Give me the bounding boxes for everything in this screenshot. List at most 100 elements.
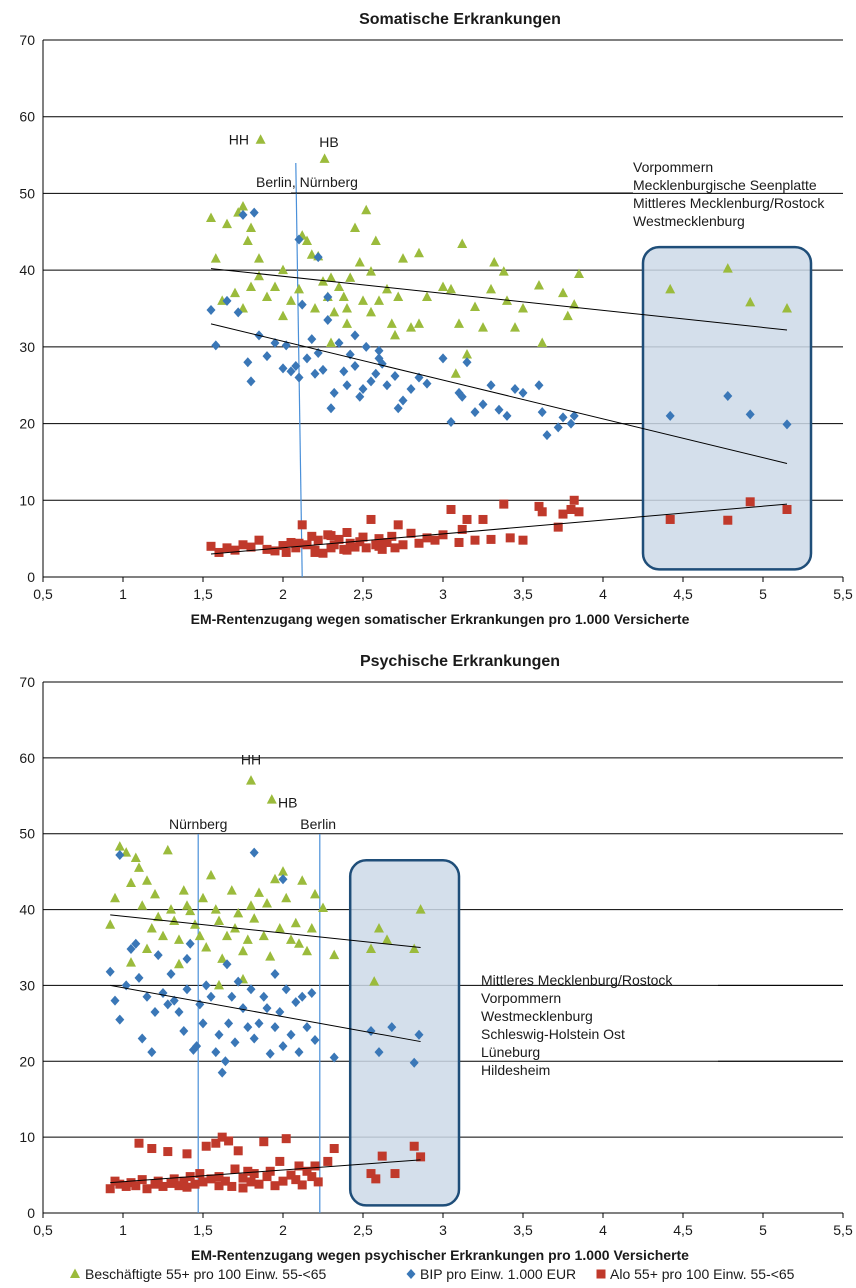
data-point-diamond [297,991,307,1002]
data-point-diamond [329,1052,339,1063]
region-label: Westmecklenburg [633,213,745,229]
data-point-diamond [182,984,192,995]
data-point-diamond [390,371,400,382]
region-label: Mittleres Mecklenburg/Rostock [481,972,673,988]
data-point-square [534,501,544,511]
data-point-square [371,1174,381,1184]
data-point-triangle [562,310,573,321]
y-tick-label: 0 [27,569,35,585]
data-point-diamond [566,418,576,429]
data-point-triangle [342,318,352,328]
data-point-diamond [366,376,376,387]
data-point-triangle [358,295,368,305]
data-point-triangle [382,283,392,294]
data-point-diamond [105,966,115,977]
data-point-diamond [558,412,568,423]
data-point-square [387,531,397,541]
data-point-triangle [274,923,285,933]
data-point-square [358,532,368,542]
x-tick-label: 5 [759,1222,767,1238]
data-point-square [302,1166,312,1176]
region-label: Vorpommern [481,990,561,1006]
data-point-diamond [275,1006,285,1017]
region-label: Hildesheim [481,1062,550,1078]
data-point-diamond [518,387,528,398]
data-point-diamond [158,988,168,999]
chart-somatic: Somatische Erkrankungen HH HB Berlin, Nürn… [19,11,853,627]
data-point-square [222,543,232,553]
data-point-diamond [182,953,192,964]
data-point-diamond [310,368,320,379]
region-label: Schleswig-Holstein Ost [481,1026,625,1042]
data-point-triangle [302,235,312,245]
data-point-diamond [217,1067,227,1078]
data-point-diamond [211,340,221,351]
data-point-square [182,1182,192,1192]
data-point-diamond [486,380,496,391]
data-point-square [374,534,384,544]
data-point-triangle [414,318,424,328]
data-point-square [374,541,384,551]
data-point-square [537,507,547,517]
data-point-diamond [246,376,256,387]
data-point-diamond [278,363,288,374]
point-annotation: HB [319,134,338,150]
data-point-triangle [162,844,173,855]
data-point-diamond [374,1047,384,1058]
data-point-triangle [382,934,392,944]
x-tick-label: 3,5 [513,1222,533,1238]
data-point-diamond [446,417,456,428]
data-point-square [313,535,323,545]
data-point-square [281,1134,291,1144]
data-point-square [190,1179,200,1189]
data-point-square [310,547,320,557]
data-point-square [486,534,496,544]
data-point-triangle [217,953,228,963]
y-tick-label: 20 [19,416,35,432]
data-point-diamond [233,976,243,987]
x-tick-label: 4 [599,586,607,602]
data-point-square [323,1156,333,1166]
data-point-diamond [358,384,368,395]
data-point-triangle [510,322,520,332]
data-point-square [457,524,467,534]
data-point-square [158,1181,168,1191]
x-tick-label: 0,5 [33,1222,53,1238]
y-tick-label: 70 [19,32,35,48]
data-point-square [206,1174,216,1184]
data-point-triangle [166,904,176,914]
data-point-triangle [422,291,432,301]
data-point-triangle [462,349,472,359]
data-point-diamond [265,1048,275,1059]
data-point-square [166,1178,176,1188]
data-point-triangle [414,247,424,258]
data-point-diamond [307,988,317,999]
data-point-diamond [278,1041,288,1052]
data-point-square [153,1176,163,1186]
data-point-triangle [415,904,426,914]
data-point-square [294,1161,304,1171]
data-point-square [302,540,312,550]
data-point-diamond [422,378,432,389]
data-point-diamond [206,991,216,1002]
data-point-triangle [249,913,260,923]
data-point-diamond [534,380,544,391]
data-point-triangle [569,299,580,309]
data-point-square [230,1164,240,1174]
data-point-triangle [345,272,356,282]
data-point-square [366,514,376,524]
x-tick-label: 1,5 [193,1222,213,1238]
x-tick-label: 2,5 [353,586,373,602]
data-point-square [334,534,344,544]
data-point-square [294,538,304,548]
data-point-square [142,1184,152,1194]
data-point-diamond [323,315,333,326]
data-point-diamond [387,1022,397,1033]
data-point-triangle [302,945,312,956]
data-point-triangle [306,923,317,933]
data-point-triangle [374,923,384,933]
legend-label: Alo 55+ pro 100 Einw. 55-<65 [610,1266,795,1282]
data-point-triangle [254,253,264,263]
data-point-triangle [286,295,296,305]
